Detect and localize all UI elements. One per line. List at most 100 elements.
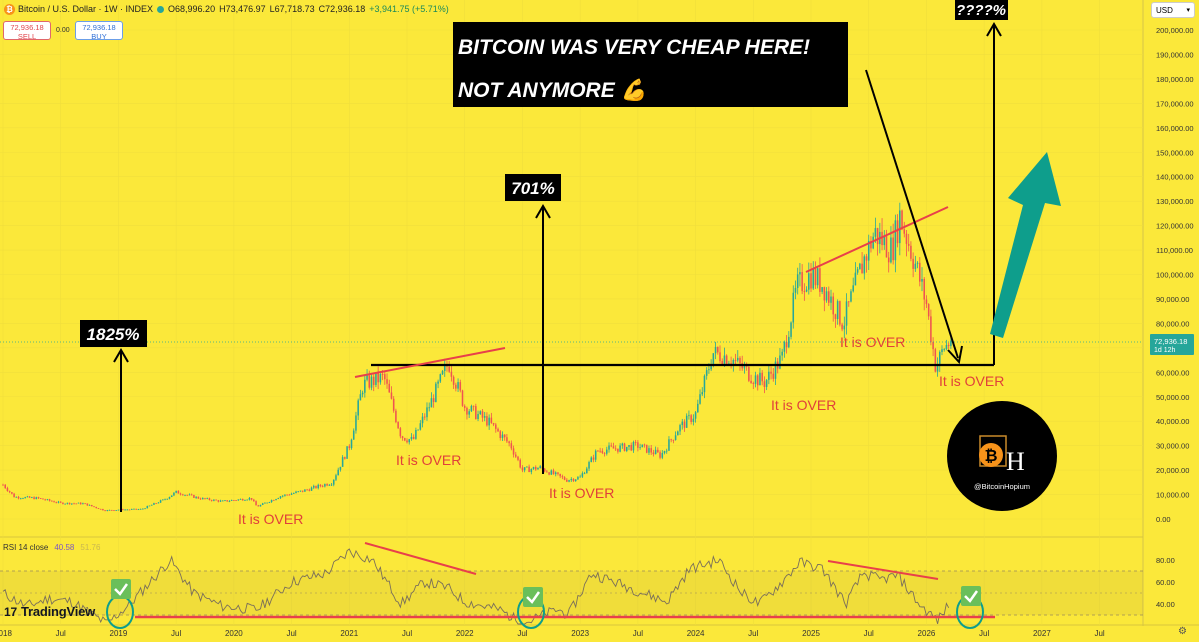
candle-body [277,498,280,499]
candle-body [228,500,231,502]
gear-icon[interactable]: ⚙ [1178,626,1187,637]
candle-body [486,416,488,426]
candle-body [546,471,548,473]
candle-body [241,499,244,501]
candle-body [279,496,282,499]
time-tick-label: 2025 [802,629,820,638]
rsi-trendline-2025[interactable] [827,560,939,580]
badge-bitcoin-symbol: ₿ [984,447,997,465]
price-tick-label: 190,000.00 [1156,50,1194,59]
candle-body [375,372,377,385]
candle-body [381,374,384,375]
trendline-2025[interactable] [805,206,949,273]
candle-body [552,470,555,475]
candle-body [694,412,697,419]
candle-body [492,422,495,425]
arrow-unknown-head [986,22,1002,37]
candle-body [11,492,13,494]
candle-body [253,499,255,502]
candle-body [319,484,322,487]
candle-body [215,499,217,501]
candle-body [135,508,137,510]
price-tick-label: 40,000.00 [1156,417,1189,426]
sell-button[interactable]: 72,936.18 SELL [3,21,51,41]
candle-body [470,405,473,412]
time-tick-label: Jul [171,629,181,638]
candle-body [796,274,799,289]
candle-body [166,498,169,500]
candle-body [586,468,588,474]
candle-body [901,210,903,230]
candle-body [221,500,224,502]
candle-body [630,445,632,451]
rsi-smoothed-value: 51.76 [80,543,101,552]
rsi-label[interactable]: RSI 14 close [3,543,49,552]
price-tick-label: 130,000.00 [1156,197,1194,206]
candle-body [834,314,837,320]
candle-body [936,364,939,372]
check-icon-2018 [111,579,131,599]
candle-body [379,374,382,383]
trendline-2021[interactable] [354,347,506,378]
time-tick-label: Jul [56,629,66,638]
candle-body [177,490,180,494]
candle-body [386,379,388,384]
candle-body [173,492,175,496]
candle-body [461,390,464,406]
candle-body [337,469,339,476]
candle-body [648,448,650,453]
candle-body [685,415,688,428]
time-tick-label: 2027 [1033,629,1051,638]
candle-body [919,262,921,282]
buy-button[interactable]: 72,936.18 BUY [75,21,123,41]
currency-select[interactable]: USD ▾ [1151,2,1195,18]
candle-body [703,375,706,393]
candle-body [297,491,300,493]
candle-body [359,394,362,401]
candle-body [321,486,324,487]
candle-body [306,489,308,491]
rsi-trendline-2021[interactable] [364,542,477,575]
candle-body [623,443,626,451]
time-tick-label: Jul [1094,629,1104,638]
candle-body [53,501,55,503]
tradingview-logo[interactable]: 17 TradingView [4,604,95,619]
candle-body [26,496,29,498]
symbol-title[interactable]: Bitcoin / U.S. Dollar · 1W · INDEX [18,4,154,14]
candle-body [745,366,748,367]
candle-body [577,477,579,480]
candle-body [246,499,248,501]
candle-body [466,407,468,415]
candle-body [437,381,439,384]
ohlc-open: O68,996.20 [168,4,216,14]
candle-body [657,449,659,453]
candle-body [594,450,597,460]
candle-body [199,498,202,500]
rsi-layer: 40.00 60.00 80.00 [0,548,1175,625]
candle-body [699,394,701,404]
candle-body [925,299,928,305]
candle-body [463,405,466,408]
candle-body [31,497,33,499]
candle-body [439,374,442,382]
candle-body [93,506,95,508]
candle-body [341,457,344,467]
candle-body [55,502,58,504]
candle-body [825,291,828,301]
candle-body [213,499,215,501]
candle-body [765,379,768,387]
candle-body [943,349,945,350]
candle-body [712,353,715,367]
candle-body [756,375,759,386]
candle-body [625,446,628,451]
candle-body [452,376,455,385]
candle-body [366,375,368,380]
candle-body [739,357,741,364]
candle-body [481,411,484,418]
candle-body [899,210,901,244]
candle-body [828,291,830,303]
time-axis-labels: 2018 Jul 2019 Jul 2020 Jul 2021 Jul 2022 Jul 2023 J… [0,629,1105,638]
time-tick-label: 2018 [0,629,12,638]
